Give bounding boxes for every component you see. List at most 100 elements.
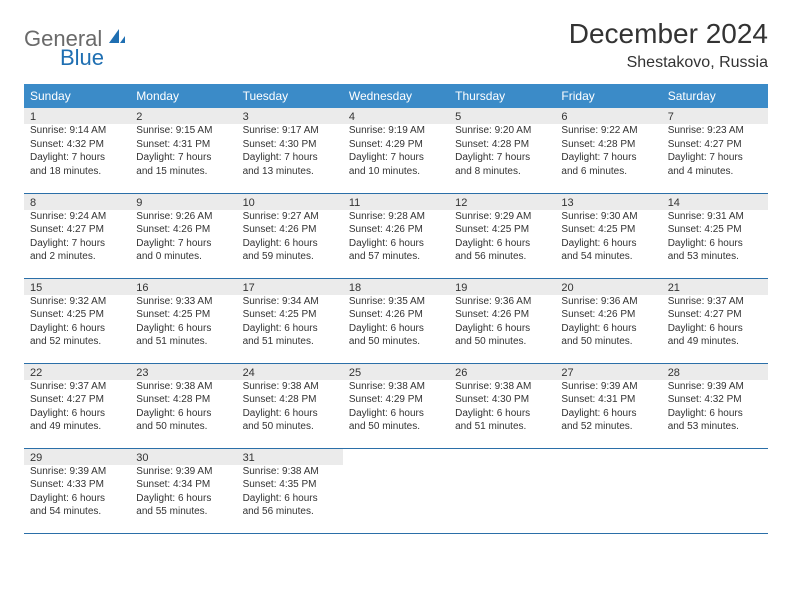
day-cell: 14Sunrise: 9:31 AMSunset: 4:25 PMDayligh… [662,193,768,278]
day-content: Sunrise: 9:15 AMSunset: 4:31 PMDaylight:… [130,124,236,182]
day-number: 5 [449,108,555,124]
day-content: Sunrise: 9:38 AMSunset: 4:28 PMDaylight:… [130,380,236,438]
logo-text-blue: Blue [60,45,104,70]
day-cell: 3Sunrise: 9:17 AMSunset: 4:30 PMDaylight… [237,108,343,193]
day-number: 6 [555,108,661,124]
day-number: 14 [662,194,768,210]
day-content: Sunrise: 9:38 AMSunset: 4:29 PMDaylight:… [343,380,449,438]
day-content: Sunrise: 9:30 AMSunset: 4:25 PMDaylight:… [555,210,661,268]
empty-day-cell: .. [662,448,768,533]
day-content: Sunrise: 9:22 AMSunset: 4:28 PMDaylight:… [555,124,661,182]
day-content: Sunrise: 9:37 AMSunset: 4:27 PMDaylight:… [24,380,130,438]
day-cell: 4Sunrise: 9:19 AMSunset: 4:29 PMDaylight… [343,108,449,193]
day-number: 25 [343,364,449,380]
day-content: Sunrise: 9:36 AMSunset: 4:26 PMDaylight:… [449,295,555,353]
day-number: 20 [555,279,661,295]
day-content: Sunrise: 9:38 AMSunset: 4:28 PMDaylight:… [237,380,343,438]
day-number: 24 [237,364,343,380]
day-content: Sunrise: 9:35 AMSunset: 4:26 PMDaylight:… [343,295,449,353]
day-cell: 22Sunrise: 9:37 AMSunset: 4:27 PMDayligh… [24,363,130,448]
day-content: Sunrise: 9:24 AMSunset: 4:27 PMDaylight:… [24,210,130,268]
day-cell: 30Sunrise: 9:39 AMSunset: 4:34 PMDayligh… [130,448,236,533]
day-cell: 29Sunrise: 9:39 AMSunset: 4:33 PMDayligh… [24,448,130,533]
day-number: 21 [662,279,768,295]
day-content: Sunrise: 9:34 AMSunset: 4:25 PMDaylight:… [237,295,343,353]
day-cell: 7Sunrise: 9:23 AMSunset: 4:27 PMDaylight… [662,108,768,193]
day-cell: 18Sunrise: 9:35 AMSunset: 4:26 PMDayligh… [343,278,449,363]
day-number: 28 [662,364,768,380]
location-subtitle: Shestakovo, Russia [569,54,768,72]
day-cell: 1Sunrise: 9:14 AMSunset: 4:32 PMDaylight… [24,108,130,193]
empty-day-cell: .. [555,448,661,533]
day-cell: 13Sunrise: 9:30 AMSunset: 4:25 PMDayligh… [555,193,661,278]
day-content: Sunrise: 9:27 AMSunset: 4:26 PMDaylight:… [237,210,343,268]
day-content: Sunrise: 9:39 AMSunset: 4:33 PMDaylight:… [24,465,130,523]
day-cell: 17Sunrise: 9:34 AMSunset: 4:25 PMDayligh… [237,278,343,363]
day-cell: 19Sunrise: 9:36 AMSunset: 4:26 PMDayligh… [449,278,555,363]
day-header: Thursday [449,84,555,108]
day-cell: 2Sunrise: 9:15 AMSunset: 4:31 PMDaylight… [130,108,236,193]
day-number: 17 [237,279,343,295]
day-number: 8 [24,194,130,210]
day-cell: 31Sunrise: 9:38 AMSunset: 4:35 PMDayligh… [237,448,343,533]
day-number: 9 [130,194,236,210]
day-content: Sunrise: 9:31 AMSunset: 4:25 PMDaylight:… [662,210,768,268]
day-cell: 6Sunrise: 9:22 AMSunset: 4:28 PMDaylight… [555,108,661,193]
calendar-table: SundayMondayTuesdayWednesdayThursdayFrid… [24,84,768,534]
day-content: Sunrise: 9:33 AMSunset: 4:25 PMDaylight:… [130,295,236,353]
empty-day-cell: .. [449,448,555,533]
day-cell: 21Sunrise: 9:37 AMSunset: 4:27 PMDayligh… [662,278,768,363]
week-row: 1Sunrise: 9:14 AMSunset: 4:32 PMDaylight… [24,108,768,193]
day-number: 11 [343,194,449,210]
day-content: Sunrise: 9:39 AMSunset: 4:32 PMDaylight:… [662,380,768,438]
day-number: 27 [555,364,661,380]
day-content: Sunrise: 9:14 AMSunset: 4:32 PMDaylight:… [24,124,130,182]
day-number: 18 [343,279,449,295]
day-header: Tuesday [237,84,343,108]
day-cell: 24Sunrise: 9:38 AMSunset: 4:28 PMDayligh… [237,363,343,448]
day-number: 29 [24,449,130,465]
week-row: 15Sunrise: 9:32 AMSunset: 4:25 PMDayligh… [24,278,768,363]
day-number: 30 [130,449,236,465]
title-block: December 2024 Shestakovo, Russia [569,18,768,72]
day-content: Sunrise: 9:23 AMSunset: 4:27 PMDaylight:… [662,124,768,182]
day-content: Sunrise: 9:38 AMSunset: 4:35 PMDaylight:… [237,465,343,523]
day-number: 10 [237,194,343,210]
day-content: Sunrise: 9:39 AMSunset: 4:34 PMDaylight:… [130,465,236,523]
day-cell: 10Sunrise: 9:27 AMSunset: 4:26 PMDayligh… [237,193,343,278]
day-number: 1 [24,108,130,124]
day-content: Sunrise: 9:36 AMSunset: 4:26 PMDaylight:… [555,295,661,353]
day-header: Wednesday [343,84,449,108]
day-cell: 9Sunrise: 9:26 AMSunset: 4:26 PMDaylight… [130,193,236,278]
day-number: 22 [24,364,130,380]
day-number: 2 [130,108,236,124]
day-content: Sunrise: 9:32 AMSunset: 4:25 PMDaylight:… [24,295,130,353]
day-content: Sunrise: 9:28 AMSunset: 4:26 PMDaylight:… [343,210,449,268]
day-cell: 11Sunrise: 9:28 AMSunset: 4:26 PMDayligh… [343,193,449,278]
empty-day-cell: .. [343,448,449,533]
day-header: Saturday [662,84,768,108]
day-number: 13 [555,194,661,210]
day-cell: 23Sunrise: 9:38 AMSunset: 4:28 PMDayligh… [130,363,236,448]
day-cell: 16Sunrise: 9:33 AMSunset: 4:25 PMDayligh… [130,278,236,363]
day-number: 26 [449,364,555,380]
day-number: 19 [449,279,555,295]
week-row: 22Sunrise: 9:37 AMSunset: 4:27 PMDayligh… [24,363,768,448]
day-content: Sunrise: 9:38 AMSunset: 4:30 PMDaylight:… [449,380,555,438]
day-number: 3 [237,108,343,124]
day-header: Sunday [24,84,130,108]
day-cell: 15Sunrise: 9:32 AMSunset: 4:25 PMDayligh… [24,278,130,363]
day-number: 23 [130,364,236,380]
day-content: Sunrise: 9:39 AMSunset: 4:31 PMDaylight:… [555,380,661,438]
day-content: Sunrise: 9:17 AMSunset: 4:30 PMDaylight:… [237,124,343,182]
day-header: Monday [130,84,236,108]
day-cell: 20Sunrise: 9:36 AMSunset: 4:26 PMDayligh… [555,278,661,363]
day-content: Sunrise: 9:29 AMSunset: 4:25 PMDaylight:… [449,210,555,268]
day-cell: 25Sunrise: 9:38 AMSunset: 4:29 PMDayligh… [343,363,449,448]
week-row: 8Sunrise: 9:24 AMSunset: 4:27 PMDaylight… [24,193,768,278]
day-content: Sunrise: 9:20 AMSunset: 4:28 PMDaylight:… [449,124,555,182]
day-content: Sunrise: 9:26 AMSunset: 4:26 PMDaylight:… [130,210,236,268]
day-cell: 27Sunrise: 9:39 AMSunset: 4:31 PMDayligh… [555,363,661,448]
day-cell: 8Sunrise: 9:24 AMSunset: 4:27 PMDaylight… [24,193,130,278]
day-number: 16 [130,279,236,295]
